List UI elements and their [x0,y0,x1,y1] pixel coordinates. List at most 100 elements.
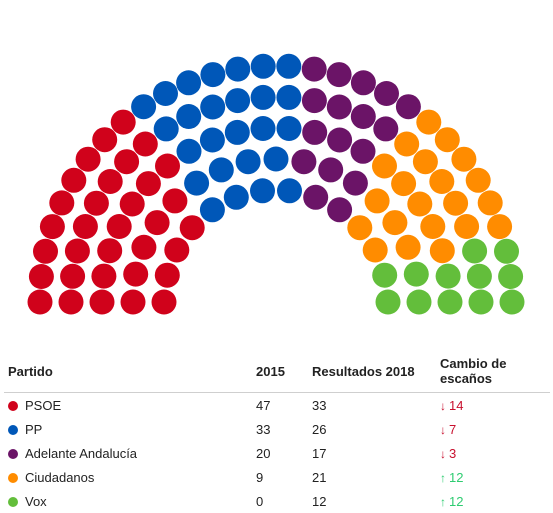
seat-ciudadanos [395,234,421,260]
seat-psoe [144,210,170,236]
seat-psoe [60,263,86,289]
seat-adelante-andalucía [350,70,376,96]
seat-vox [435,263,461,289]
seat-adelante-andalucía [326,94,352,120]
seat-pp [250,116,276,141]
table-row: Ciudadanos 9 21 ↑ 12 [4,465,550,489]
seat-ciudadanos [407,191,433,217]
seat-psoe [92,127,118,153]
seat-psoe [132,131,158,157]
party-name: PSOE [25,397,62,413]
arrow-up-icon: ↑ [440,470,446,485]
seat-psoe [64,238,90,264]
seat-change-cell: ↑ 12 [436,489,550,513]
seats-2018-cell: 26 [312,421,327,437]
seat-adelante-andalucía [318,157,344,183]
seat-psoe [114,149,140,175]
seat-psoe [28,264,54,289]
seat-psoe [123,261,149,287]
seat-vox [372,262,398,288]
seat-ciudadanos [454,214,480,239]
seat-pp [176,138,202,164]
seat-pp [153,81,178,106]
seat-ciudadanos [429,169,455,194]
seat-ciudadanos [372,153,397,179]
seat-psoe [120,289,146,315]
seat-vox [437,289,463,315]
seat-vox [499,289,525,315]
seat-pp [250,53,276,79]
party-name: Adelante Andalucía [25,445,138,461]
seat-psoe [106,214,132,239]
seat-ciudadanos [487,214,513,240]
seat-adelante-andalucía [350,138,376,164]
seat-vox [494,238,519,264]
seat-psoe [179,215,205,241]
seat-pp [199,127,225,153]
seat-ciudadanos [394,131,420,157]
party-color-dot-icon [8,400,18,411]
seat-adelante-andalucía [395,94,421,120]
seat-psoe [110,109,136,135]
seat-adelante-andalucía [301,56,327,82]
party-cell: PSOE [4,393,252,418]
seat-psoe [58,289,84,315]
seat-psoe [91,263,117,289]
seat-ciudadanos [465,167,491,193]
seat-pp [276,84,302,110]
seat-adelante-andalucía [291,149,317,175]
seat-vox [498,264,524,289]
seats-2018-cell: 21 [312,469,327,485]
table-row: PP 33 26 ↓ 7 [4,417,550,441]
seat-psoe [119,191,145,217]
seat-ciudadanos [443,190,469,216]
seat-pp [276,116,302,141]
seat-adelante-andalucía [302,119,328,145]
seat-psoe [33,238,58,264]
seat-adelante-andalucía [303,184,329,210]
party-color-dot-icon [8,424,18,435]
seats-2015-cell: 33 [256,421,271,437]
seat-change-value: 12 [449,493,464,509]
seat-pp [277,178,302,204]
seat-psoe [72,214,98,239]
seats-2015-cell: 9 [256,469,264,485]
seat-ciudadanos [416,109,442,135]
seats-2015-cell: 20 [256,445,271,461]
seat-psoe [131,234,157,260]
arrow-down-icon: ↓ [440,446,446,461]
seat-ciudadanos [429,238,455,264]
arrow-down-icon: ↓ [440,398,446,413]
seat-vox [466,263,492,289]
seat-change-value: 12 [449,469,464,485]
seat-pp [225,56,251,82]
seat-adelante-andalucía [326,62,352,88]
header-change: Cambio de escaños [436,350,550,393]
seat-ciudadanos [434,127,460,153]
seat-adelante-andalucía [327,127,353,153]
seat-pp [153,116,179,142]
party-color-dot-icon [8,448,18,459]
seat-ciudadanos [382,210,408,236]
seat-pp [200,62,226,88]
seat-psoe [49,190,75,216]
seat-psoe [89,289,115,315]
party-cell: Adelante Andalucía [4,441,252,465]
seat-psoe [155,153,180,179]
seat-pp [250,84,276,110]
seat-ciudadanos [420,214,446,239]
seat-psoe [27,289,53,315]
seat-change-value: 3 [449,445,457,461]
seat-psoe [151,289,177,315]
seat-pp [184,170,210,196]
party-cell: PP [4,417,252,441]
table-row: PSOE 47 33 ↓ 14 [4,393,550,418]
seat-adelante-andalucía [350,104,376,129]
seat-change-cell: ↓ 14 [436,393,550,418]
seat-psoe [97,238,123,264]
seat-pp [224,119,250,145]
seat-pp [208,157,234,183]
seats-2018-cell: 12 [312,493,327,509]
seat-vox [375,289,401,315]
results-table: Partido 2015 Resultados 2018 Cambio de e… [4,350,550,513]
